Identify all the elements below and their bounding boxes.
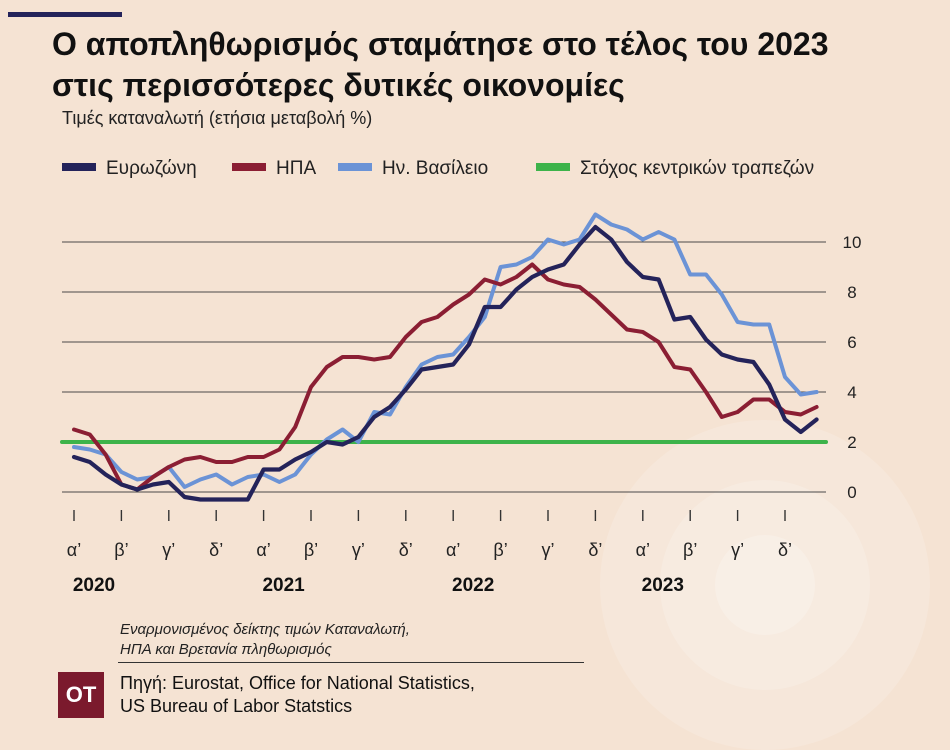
series-line-3 <box>72 212 819 489</box>
y-tick-label: 4 <box>847 383 856 402</box>
x-quarter-label: α’ <box>67 540 81 560</box>
x-year-label: 2022 <box>452 575 494 596</box>
x-quarter-label: γ’ <box>731 540 744 560</box>
source-line-2: US Bureau of Labor Statstics <box>120 696 353 716</box>
x-quarter-label: δ’ <box>209 540 223 560</box>
x-quarter-label: β’ <box>304 540 318 560</box>
y-tick-label: 0 <box>847 483 856 502</box>
legend-label: Ην. Βασίλειο <box>382 158 488 179</box>
x-quarter-label: γ’ <box>162 540 175 560</box>
x-quarter-label: δ’ <box>588 540 602 560</box>
chart-title: Ο αποπληθωρισμός σταμάτησε στο τέλος του… <box>52 24 912 106</box>
series-line-1 <box>71 224 819 502</box>
source-text: Πηγή: Eurostat, Office for National Stat… <box>120 672 475 718</box>
divider <box>118 662 584 663</box>
x-year-label: 2021 <box>262 575 305 596</box>
x-quarter-label: δ’ <box>399 540 413 560</box>
y-tick-label: 8 <box>847 283 856 302</box>
source-line-1: Πηγή: Eurostat, Office for National Stat… <box>120 673 475 693</box>
x-quarter-label: α’ <box>446 540 460 560</box>
line-chart: Ευρωζώνη ΗΠΑ Ην. Βασίλειο Στόχος κεντρικών … <box>60 158 862 596</box>
x-quarter-label: γ’ <box>542 540 555 560</box>
y-tick-label: 6 <box>847 333 856 352</box>
x-quarter-label: δ’ <box>778 540 792 560</box>
x-quarter-label: β’ <box>114 540 128 560</box>
legend-label: Στόχος κεντρικών τραπεζών <box>580 158 814 179</box>
legend-label: Ευρωζώνη <box>106 158 197 179</box>
x-quarter-label: γ’ <box>352 540 365 560</box>
series-line-2 <box>72 262 819 492</box>
chart-subtitle: Τιμές καταναλωτή (ετήσια μεταβολή %) <box>62 108 373 128</box>
x-quarter-label: β’ <box>493 540 507 560</box>
y-tick-label: 2 <box>847 433 856 452</box>
x-year-label: 2023 <box>642 575 684 596</box>
note-line-2: ΗΠΑ και Βρετανία πληθωρισμός <box>120 641 332 658</box>
ot-logo: OT <box>58 672 104 718</box>
note-line-1: Εναρμονισμένος δείκτης τιμών Καταναλωτή, <box>120 621 410 638</box>
accent-bar <box>8 12 122 17</box>
legend-label: ΗΠΑ <box>276 158 316 179</box>
x-quarter-label: α’ <box>636 540 650 560</box>
x-quarter-label: β’ <box>683 540 697 560</box>
title-line-1: Ο αποπληθωρισμός σταμάτησε στο τέλος του… <box>52 26 829 62</box>
title-line-2: στις περισσότερες δυτικές οικονομίες <box>52 67 625 103</box>
chart-note: Εναρμονισμένος δείκτης τιμών Καταναλωτή,… <box>120 620 410 660</box>
x-year-label: 2020 <box>73 575 115 596</box>
y-tick-label: 10 <box>843 233 862 252</box>
x-quarter-label: α’ <box>256 540 270 560</box>
